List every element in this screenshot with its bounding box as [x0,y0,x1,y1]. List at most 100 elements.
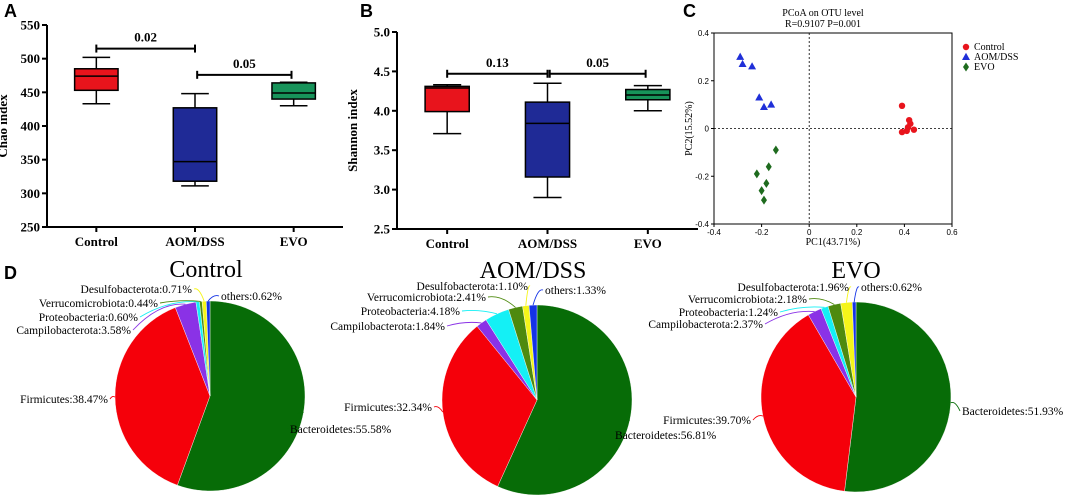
slice-label: Proteobacteria:0.60% [39,312,139,324]
slice-bacteroidetes [497,304,633,496]
box-aomdss [524,101,571,178]
slice-label: Desulfobacterota:0.71% [81,284,193,296]
box-evo [271,82,317,100]
y-tick-label: 350 [21,152,41,167]
x-tick-label: -0.4 [707,228,721,237]
slice-label: Firmicutes:39.70% [663,415,751,427]
slice-label: Firmicutes:38.47% [20,394,108,406]
panel-a-chao-boxplot: 250 300 350 400 450 500 550 Control AOM/DSS EVO Ch… [0,18,343,249]
chart-title: PCoA on OTU level [782,8,864,19]
slice-label: Proteobacteria:4.18% [361,306,461,318]
panel-d-phylum-pies: Control Bacteroidetes:55.58% Firmicutes:38… [16,257,1064,496]
leader-line [853,286,860,303]
point-control [903,127,910,135]
point-evo [753,169,760,179]
slice-label: Bacteroidetes:51.93% [962,406,1064,418]
y-tick-label: 450 [21,85,41,100]
slice-label: Bacteroidetes:55.58% [290,424,392,436]
leader-line [461,309,498,315]
x-tick-label: 0.4 [899,228,911,237]
slice-label: Desulfobacterota:1.96% [738,282,850,294]
leader-line [525,285,531,306]
leader-line [193,288,205,302]
leader-line [159,300,201,304]
panel-c-pcoa-scatter: -0.4 -0.2 0 0.2 0.4 0.6 -0.4 -0.2 0 0.2 0.4 PCoA on… [684,8,1018,248]
x-tick-label: Control [75,234,118,249]
legend-marker [962,43,970,51]
y-tick-label: -0.4 [695,220,709,229]
y-tick-label: -0.2 [695,172,709,181]
leader-line [808,298,835,305]
panel-letter-a: A [4,1,17,21]
slice-firmicutes [114,307,211,486]
x-tick-label: 0.2 [851,228,863,237]
x-tick-label: EVO [634,236,662,251]
x-tick-label: AOM/DSS [165,234,224,249]
slice-label: Campilobacterota:2.37% [648,319,763,331]
x-tick-label: -0.2 [755,228,769,237]
leader-line [446,321,482,327]
panel-letter-c: C [683,1,696,21]
leader-line [433,406,444,413]
leader-line [139,301,198,318]
slice-label: others:1.33% [545,285,606,297]
leader-line [132,303,186,331]
p-value-label: 0.05 [586,55,609,70]
y-tick-label: 400 [21,119,41,134]
panel-letter-d: D [4,263,17,283]
point-aomdss [738,59,747,68]
y-axis-label: PC2(15.52%) [684,101,695,156]
slice-label: Verrucomicrobiota:0.44% [39,298,159,310]
leader-line [950,401,961,412]
slice-label: Bacteroidetes:56.81% [615,430,717,442]
y-tick-label: 500 [21,51,41,66]
pie-title: Control [169,257,243,283]
slice-label: Proteobacteria:1.24% [679,307,779,319]
pie-title: AOM/DSS [480,258,587,284]
y-tick-label: 3.0 [374,182,390,197]
x-tick-label: 0.6 [946,228,958,237]
leader-line [532,289,544,306]
legend-label: AOM/DSS [974,52,1018,63]
slice-bacteroidetes [844,301,952,493]
pie-title: EVO [831,258,880,284]
y-tick-label: 0.2 [698,77,710,86]
leader-line [779,306,825,313]
legend-marker [963,62,969,72]
slice-firmicutes [760,314,857,492]
y-tick-label: 3.5 [374,143,391,158]
y-tick-label: 4.0 [374,103,390,118]
x-tick-label: AOM/DSS [518,236,577,251]
x-tick-label: EVO [280,234,308,249]
leader-line [764,310,815,325]
pie-aomdss: AOM/DSS Bacteroidetes:56.81% Firmicutes:32… [330,258,717,496]
point-aomdss [748,62,757,70]
y-tick-label: 4.5 [374,64,391,79]
legend-label: Control [974,42,1005,53]
leader-line [612,419,630,436]
slice-label: Campilobacterota:3.58% [16,325,131,337]
slice-others [206,300,211,397]
slice-label: Desulfobacterota:1.10% [417,281,529,293]
leader-line [109,395,116,400]
point-evo [758,186,765,196]
y-tick-label: 0 [705,125,710,134]
y-tick-label: 5.0 [374,25,390,40]
y-tick-label: 250 [21,220,41,235]
x-tick-label: Control [426,236,469,251]
slice-label: others:0.62% [861,282,922,294]
pie-evo: EVO Bacteroidetes:51.93% Firmicutes:39.70%… [648,258,1064,493]
slice-label: Firmicutes:32.34% [344,402,432,414]
x-axis-label: PC1(43.71%) [806,237,861,248]
point-aomdss [736,52,745,60]
point-evo [763,178,770,188]
panel-letter-b: B [360,1,373,21]
chart-stats: R=0.9107 P=0.001 [785,19,861,30]
y-tick-label: 2.5 [374,222,391,237]
point-aomdss [759,102,768,111]
y-tick-label: 550 [21,18,41,33]
point-evo [765,162,772,172]
legend-label: EVO [974,62,995,73]
slice-label: Campilobacterota:1.84% [330,321,445,333]
